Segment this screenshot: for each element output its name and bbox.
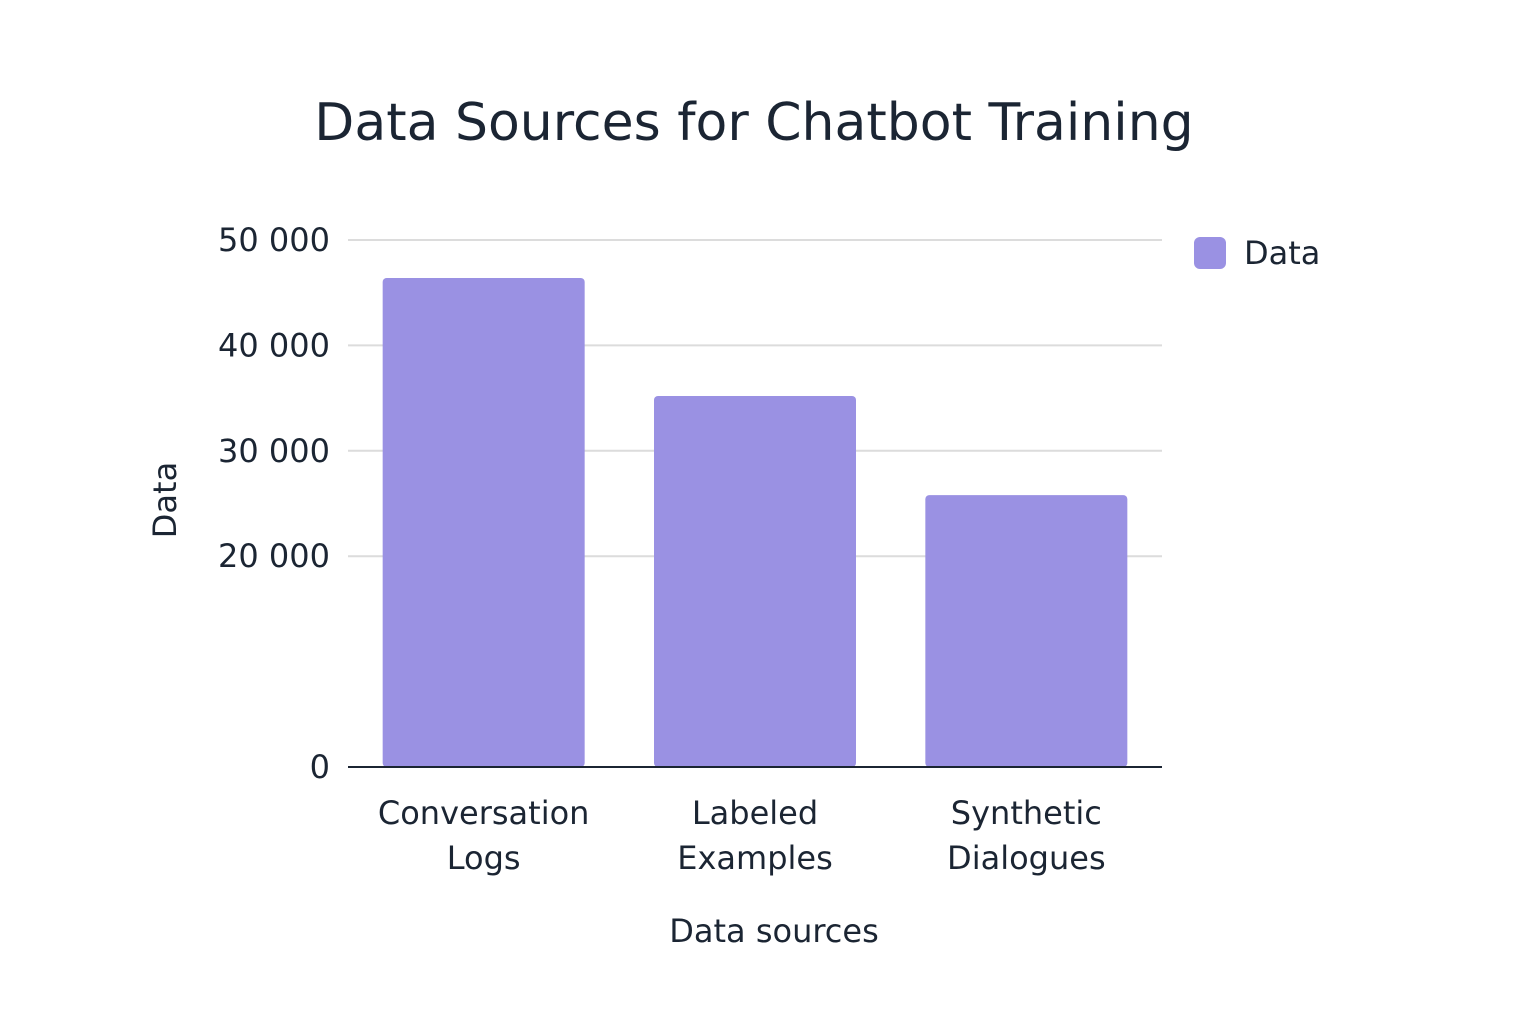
chart-title: Data Sources for Chatbot Training [314,93,1193,153]
y-tick-label: 30 000 [218,432,330,470]
bar [925,495,1128,767]
bar [654,395,856,767]
y-axis-title: Data [146,462,184,538]
y-tick-label: 50 000 [218,221,330,259]
bar [382,277,585,767]
x-category-label: Labeled Examples [677,794,833,877]
legend: Data [1194,234,1320,272]
x-axis-title: Data sources [669,912,879,950]
y-tick-label: 40 000 [218,326,330,364]
y-tick-label: 20 000 [218,537,330,575]
y-tick-label: 0 [310,748,330,786]
legend-label-data: Data [1244,234,1320,272]
x-category-labels: Conversation Logs Labeled Examples Synthetic… [378,794,1106,877]
x-category-label: Conversation Logs [378,794,590,877]
bars [382,277,1128,767]
x-category-label: Synthetic Dialogues [947,794,1106,877]
legend-swatch [1194,237,1226,269]
y-tick-labels: 0 20 000 30 000 40 000 50 000 [218,221,330,786]
